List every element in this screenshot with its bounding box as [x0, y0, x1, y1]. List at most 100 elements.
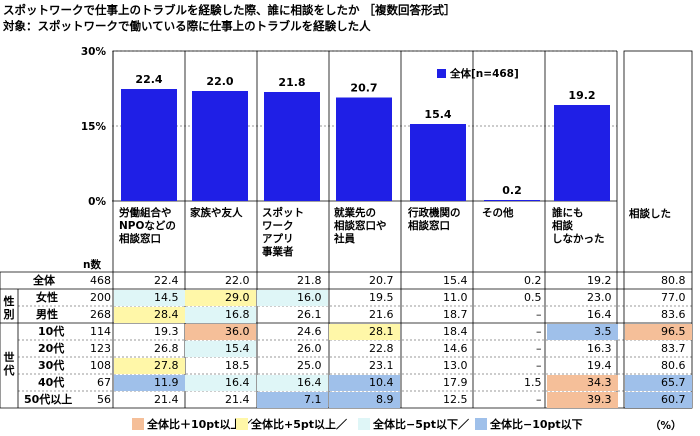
group-label-age: 世代 [3, 351, 15, 377]
table-cell: 34.3 [546, 374, 618, 391]
footer-legend-swatch [236, 418, 248, 430]
table-cell: 28.4 [113, 306, 185, 323]
table-cell: 16.4 [184, 374, 256, 391]
table-cell: – [536, 392, 542, 406]
row-label: 女性 [36, 290, 58, 304]
table-cell: 10.4 [328, 374, 400, 391]
table-cell: 15.4 [184, 340, 256, 357]
group-label-sex: 性別 [3, 295, 15, 321]
table-cell: 21.8 [297, 273, 322, 287]
table-cell: 22.4 [154, 273, 179, 287]
table-cell: 14.6 [443, 341, 468, 355]
table-cell: 12.5 [443, 392, 468, 406]
bar [554, 105, 610, 201]
category-label: 就業先の 相談窓口や 社員 [334, 207, 387, 245]
table-cell: 36.0 [184, 323, 256, 340]
table-cell: 8.9 [328, 391, 400, 408]
category-label: 家族や友人 [190, 207, 243, 219]
table-cell: 21.4 [154, 392, 179, 406]
footer-legend-swatch [358, 418, 370, 430]
row-label: 10代 [38, 324, 65, 338]
table-cell: 16.3 [587, 341, 612, 355]
table-cell: – [536, 341, 542, 355]
bar [264, 92, 320, 201]
bar-value-label: 21.8 [278, 76, 305, 89]
footer-legend-item: 全体比+5pt以上／ [236, 416, 347, 432]
table-cell: 7.1 [256, 391, 328, 408]
n-cell: 123 [90, 341, 111, 355]
table-cell: 11.0 [443, 290, 468, 304]
footer-legend-item: 全体比−5pt以下／ [358, 416, 469, 432]
table-cell: 19.3 [154, 324, 179, 338]
table-cell: 16.4 [256, 374, 328, 391]
bar [410, 124, 466, 201]
table-cell: 39.3 [546, 391, 618, 408]
table-cell: 24.6 [297, 324, 322, 338]
table-cell: 16.8 [184, 306, 256, 323]
chart-subtitle: 対象：スポットワークで働いている際に仕事上のトラブルを経験した人 [3, 19, 371, 33]
bar [192, 91, 248, 201]
table-cell: – [536, 324, 542, 338]
table-cell: 21.6 [369, 307, 394, 321]
table-cell: 0.2 [524, 273, 542, 287]
category-label: 労働組合や NPOなどの 相談窓口 [119, 207, 176, 245]
table-cell: 27.8 [113, 357, 185, 374]
table-cell: 16.4 [587, 307, 612, 321]
footer-legend-item: 全体比−10pt以下 [475, 416, 583, 432]
table-cell: 22.0 [225, 273, 250, 287]
table-cell: 25.0 [297, 358, 322, 372]
y-tick-label: 30% [81, 46, 107, 58]
y-tick-label: 0% [88, 196, 106, 208]
n-cell: 108 [90, 358, 111, 372]
legend: 全体[n=468] [437, 66, 519, 81]
footer-legend-swatch [475, 418, 487, 430]
table-cell: 18.5 [225, 358, 250, 372]
table-cell: 13.0 [443, 358, 468, 372]
n-cell: 56 [97, 392, 111, 406]
n-cell: 468 [90, 273, 111, 287]
bar [336, 97, 392, 201]
n-cell: 268 [90, 307, 111, 321]
row-label: 男性 [36, 307, 58, 321]
footer-legend-label: 全体比−5pt以下／ [373, 418, 470, 431]
table-cell: 11.9 [113, 374, 185, 391]
table-cell: 19.5 [369, 290, 394, 304]
category-label: スポット ワーク アプリ 事業者 [262, 207, 304, 258]
table-cell: 17.9 [443, 375, 468, 389]
bar-value-label: 22.0 [206, 75, 233, 88]
table-cell: 60.7 [624, 391, 692, 408]
table-cell: 96.5 [624, 323, 692, 340]
table-cell: 20.7 [369, 273, 394, 287]
table-cell: 22.8 [369, 341, 394, 355]
chart-title: スポットワークで仕事上のトラブルを経験した際、誰に相談をしたか ［複数回答形式］ [3, 3, 456, 17]
table-cell: 19.2 [587, 273, 612, 287]
table-cell: 80.6 [661, 358, 686, 372]
table-cell: 14.5 [113, 289, 185, 306]
table-cell: 65.7 [624, 374, 692, 391]
row-label: 40代 [38, 375, 65, 389]
bar-value-label: 20.7 [350, 82, 377, 95]
n-cell: 200 [90, 290, 111, 304]
table-cell: 26.1 [297, 307, 322, 321]
bar-value-label: 0.2 [502, 184, 522, 197]
category-label: その他 [482, 207, 514, 219]
table-cell: 3.5 [546, 323, 618, 340]
table-cell: 83.7 [661, 341, 686, 355]
category-label: 行政機関の 相談窓口 [408, 207, 461, 232]
extra-column-header: 相談した [629, 208, 671, 220]
table-cell: 29.0 [184, 289, 256, 306]
table-cell: 77.0 [661, 290, 686, 304]
row-label: 全体 [33, 273, 55, 287]
table-cell: 23.0 [587, 290, 612, 304]
table-cell: 18.4 [443, 324, 468, 338]
n-cell: 114 [90, 324, 111, 338]
row-label: 20代 [38, 341, 65, 355]
footer-legend-label: 全体比−10pt以下 [490, 418, 583, 431]
table-cell: 1.5 [524, 375, 542, 389]
table-cell: 83.6 [661, 307, 686, 321]
table-cell: 18.7 [443, 307, 468, 321]
row-label: 50代以上 [24, 392, 73, 406]
bar [484, 200, 540, 201]
table-cell: 15.4 [443, 273, 468, 287]
unit-label: （%） [650, 420, 682, 432]
